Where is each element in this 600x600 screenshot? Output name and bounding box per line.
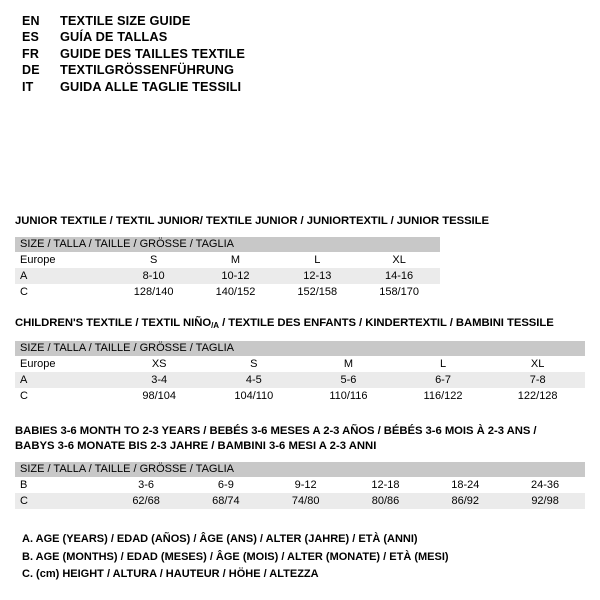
section-title-junior: JUNIOR TEXTILE / TEXTIL JUNIOR/ TEXTILE … bbox=[15, 215, 489, 227]
cell: 9-12 bbox=[265, 477, 346, 493]
section-junior: JUNIOR TEXTILE / TEXTIL JUNIOR/ TEXTILE … bbox=[15, 214, 489, 300]
language-row: DE TEXTILGRÖSSENFÜHRUNG bbox=[22, 62, 322, 78]
language-row: ES GUÍA DE TALLAS bbox=[22, 29, 322, 45]
language-legend: EN TEXTILE SIZE GUIDE ES GUÍA DE TALLAS … bbox=[22, 13, 322, 95]
cell: 6-9 bbox=[185, 477, 266, 493]
cell: 128/140 bbox=[112, 284, 195, 300]
cell: 92/98 bbox=[505, 493, 585, 509]
language-row: FR GUIDE DES TAILLES TEXTILE bbox=[22, 46, 322, 62]
table-row: C 62/68 68/74 74/80 80/86 86/92 92/98 bbox=[15, 493, 585, 509]
cell: XL bbox=[358, 252, 440, 268]
cell: 3-4 bbox=[111, 372, 207, 388]
cell: 152/158 bbox=[276, 284, 359, 300]
row-label: A bbox=[15, 372, 112, 388]
cell: M bbox=[301, 356, 396, 372]
language-label: TEXTILGRÖSSENFÜHRUNG bbox=[60, 62, 235, 78]
cell: 86/92 bbox=[425, 493, 506, 509]
row-label: B bbox=[15, 477, 107, 493]
size-table-junior: SIZE / TALLA / TAILLE / GRÖSSE / TAGLIA … bbox=[15, 237, 440, 300]
section-title-babies: BABIES 3-6 MONTH TO 2-3 YEARS / BEBÉS 3-… bbox=[15, 425, 537, 437]
language-row: IT GUIDA ALLE TAGLIE TESSILI bbox=[22, 79, 322, 95]
cell: 4-5 bbox=[206, 372, 302, 388]
table-band-label: SIZE / TALLA / TAILLE / GRÖSSE / TAGLIA bbox=[15, 237, 440, 252]
footnote-legend: A. AGE (YEARS) / EDAD (AÑOS) / ÂGE (ANS)… bbox=[22, 531, 449, 584]
cell: 158/170 bbox=[358, 284, 440, 300]
cell: M bbox=[194, 252, 277, 268]
footnote-c: C. (cm) HEIGHT / ALTURA / HAUTEUR / HÖHE… bbox=[22, 568, 319, 580]
language-code: FR bbox=[22, 46, 40, 61]
table-band-row: SIZE / TALLA / TAILLE / GRÖSSE / TAGLIA bbox=[15, 341, 585, 356]
section-title-children-main: CHILDREN'S TEXTILE / TEXTIL NIÑO bbox=[15, 317, 212, 329]
cell: 7-8 bbox=[490, 372, 585, 388]
cell: XS bbox=[111, 356, 207, 372]
table-row: B 3-6 6-9 9-12 12-18 18-24 24-36 bbox=[15, 477, 585, 493]
footnote-b: B. AGE (MONTHS) / EDAD (MESES) / ÂGE (MO… bbox=[22, 550, 449, 563]
cell: S bbox=[112, 252, 195, 268]
row-label: C bbox=[15, 388, 112, 404]
cell: S bbox=[206, 356, 302, 372]
language-code: IT bbox=[22, 79, 34, 94]
language-code: DE bbox=[22, 63, 40, 78]
cell: 10-12 bbox=[194, 268, 277, 284]
table-band-label: SIZE / TALLA / TAILLE / GRÖSSE / TAGLIA bbox=[15, 462, 585, 477]
cell: 104/110 bbox=[206, 388, 302, 404]
size-table-children: SIZE / TALLA / TAILLE / GRÖSSE / TAGLIA … bbox=[15, 341, 585, 404]
cell: 12-18 bbox=[345, 477, 426, 493]
language-code: ES bbox=[22, 30, 40, 45]
language-label: GUIDE DES TAILLES TEXTILE bbox=[60, 45, 245, 61]
language-row: EN TEXTILE SIZE GUIDE bbox=[22, 13, 322, 29]
cell: 110/116 bbox=[301, 388, 396, 404]
cell: 18-24 bbox=[425, 477, 506, 493]
cell: 68/74 bbox=[185, 493, 266, 509]
cell: 116/122 bbox=[395, 388, 491, 404]
section-babies: BABIES 3-6 MONTH TO 2-3 YEARS / BEBÉS 3-… bbox=[15, 424, 585, 509]
cell: 62/68 bbox=[106, 493, 186, 509]
cell: 122/128 bbox=[490, 388, 585, 404]
cell: L bbox=[395, 356, 491, 372]
section-title-children: CHILDREN'S TEXTILE / TEXTIL NIÑO/A / TEX… bbox=[15, 316, 585, 333]
cell: 74/80 bbox=[265, 493, 346, 509]
height-measurement-figure: C bbox=[440, 0, 600, 210]
table-band-row: SIZE / TALLA / TAILLE / GRÖSSE / TAGLIA bbox=[15, 462, 585, 477]
table-row: A 8-10 10-12 12-13 14-16 bbox=[15, 268, 440, 284]
row-label: Europe bbox=[15, 356, 112, 372]
cell: XL bbox=[490, 356, 585, 372]
table-band-row: SIZE / TALLA / TAILLE / GRÖSSE / TAGLIA bbox=[15, 237, 440, 252]
language-label: GUÍA DE TALLAS bbox=[60, 29, 168, 45]
language-code: EN bbox=[22, 14, 40, 28]
cell: 12-13 bbox=[276, 268, 359, 284]
footnote-a: A. AGE (YEARS) / EDAD (AÑOS) / ÂGE (ANS)… bbox=[22, 533, 418, 545]
size-table-babies: SIZE / TALLA / TAILLE / GRÖSSE / TAGLIA … bbox=[15, 462, 585, 509]
cell: 140/152 bbox=[194, 284, 277, 300]
table-row: Europe S M L XL bbox=[15, 252, 440, 268]
section-title-children-rest: / TEXTILE DES ENFANTS / KINDERTEXTIL / B… bbox=[218, 317, 554, 329]
row-label: C bbox=[15, 284, 113, 300]
cell: 98/104 bbox=[111, 388, 207, 404]
cell: 24-36 bbox=[505, 477, 585, 493]
cell: 14-16 bbox=[358, 268, 440, 284]
cell: 80/86 bbox=[345, 493, 426, 509]
cell: 3-6 bbox=[106, 477, 186, 493]
cell: 6-7 bbox=[395, 372, 491, 388]
row-label: Europe bbox=[15, 252, 113, 268]
section-children: CHILDREN'S TEXTILE / TEXTIL NIÑO/A / TEX… bbox=[15, 316, 585, 404]
language-label: TEXTILE SIZE GUIDE bbox=[60, 13, 191, 28]
row-label: A bbox=[15, 268, 113, 284]
section-title-children-sub: /A bbox=[211, 321, 219, 330]
cell: 5-6 bbox=[301, 372, 396, 388]
table-band-label: SIZE / TALLA / TAILLE / GRÖSSE / TAGLIA bbox=[15, 341, 585, 356]
language-label: GUIDA ALLE TAGLIE TESSILI bbox=[60, 78, 242, 94]
table-row: C 98/104 104/110 110/116 116/122 122/128 bbox=[15, 388, 585, 404]
cell: 8-10 bbox=[112, 268, 195, 284]
table-row: C 128/140 140/152 152/158 158/170 bbox=[15, 284, 440, 300]
section-title-babies-line2: BABYS 3-6 MONATE BIS 2-3 JAHRE / BAMBINI… bbox=[15, 440, 377, 452]
table-row: A 3-4 4-5 5-6 6-7 7-8 bbox=[15, 372, 585, 388]
cell: L bbox=[276, 252, 359, 268]
table-row: Europe XS S M L XL bbox=[15, 356, 585, 372]
row-label: C bbox=[15, 493, 107, 509]
